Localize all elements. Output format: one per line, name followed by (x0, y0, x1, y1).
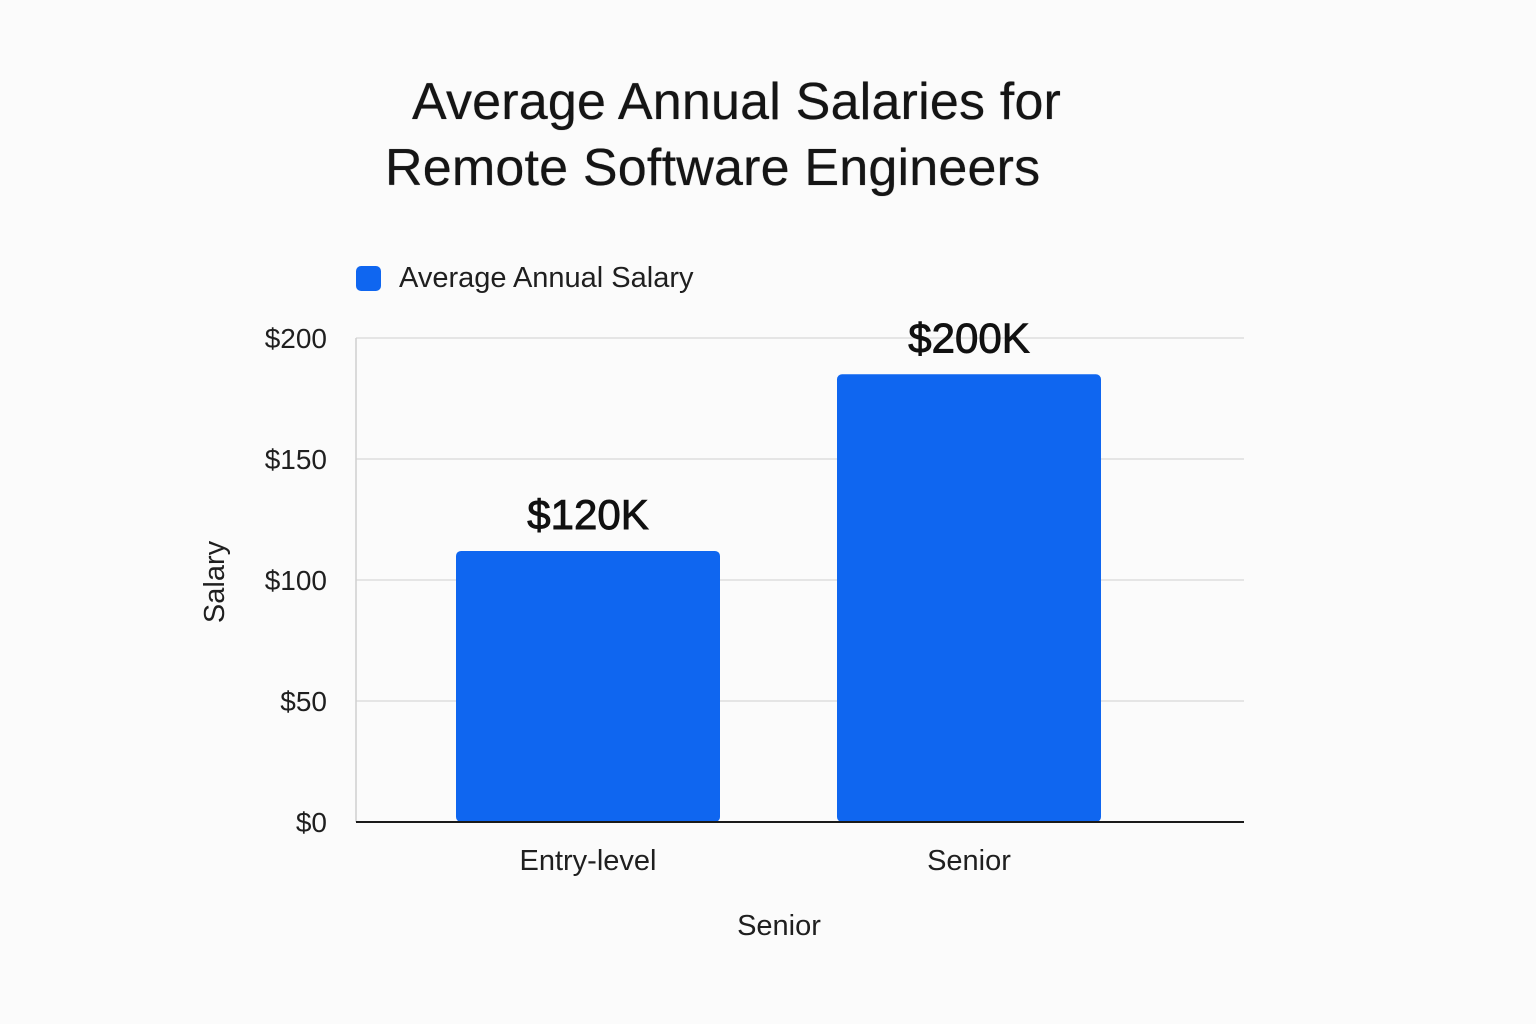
chart-title-line-2: Remote Software Engineers (385, 139, 1041, 197)
y-tick-label: $100 (265, 565, 327, 596)
bar-entry-level (456, 550, 720, 822)
y-tick-label: $150 (265, 444, 327, 475)
data-label: $120K (527, 491, 648, 538)
bar-senior (837, 374, 1101, 822)
x-tick-label: Senior (927, 845, 1011, 877)
y-tick-label: $50 (280, 686, 327, 717)
y-tick-label: $0 (296, 807, 327, 838)
legend-label: Average Annual Salary (399, 262, 694, 294)
x-tick-label: Entry-level (520, 845, 657, 877)
legend-swatch (356, 266, 381, 291)
y-tick-label: $200 (265, 323, 327, 354)
y-axis-title: Salary (199, 540, 231, 623)
chart-title-line-1: Average Annual Salaries for (412, 73, 1062, 131)
data-label: $200K (908, 314, 1029, 361)
x-axis-title: Senior (737, 910, 821, 942)
legend: Average Annual Salary (356, 262, 694, 295)
